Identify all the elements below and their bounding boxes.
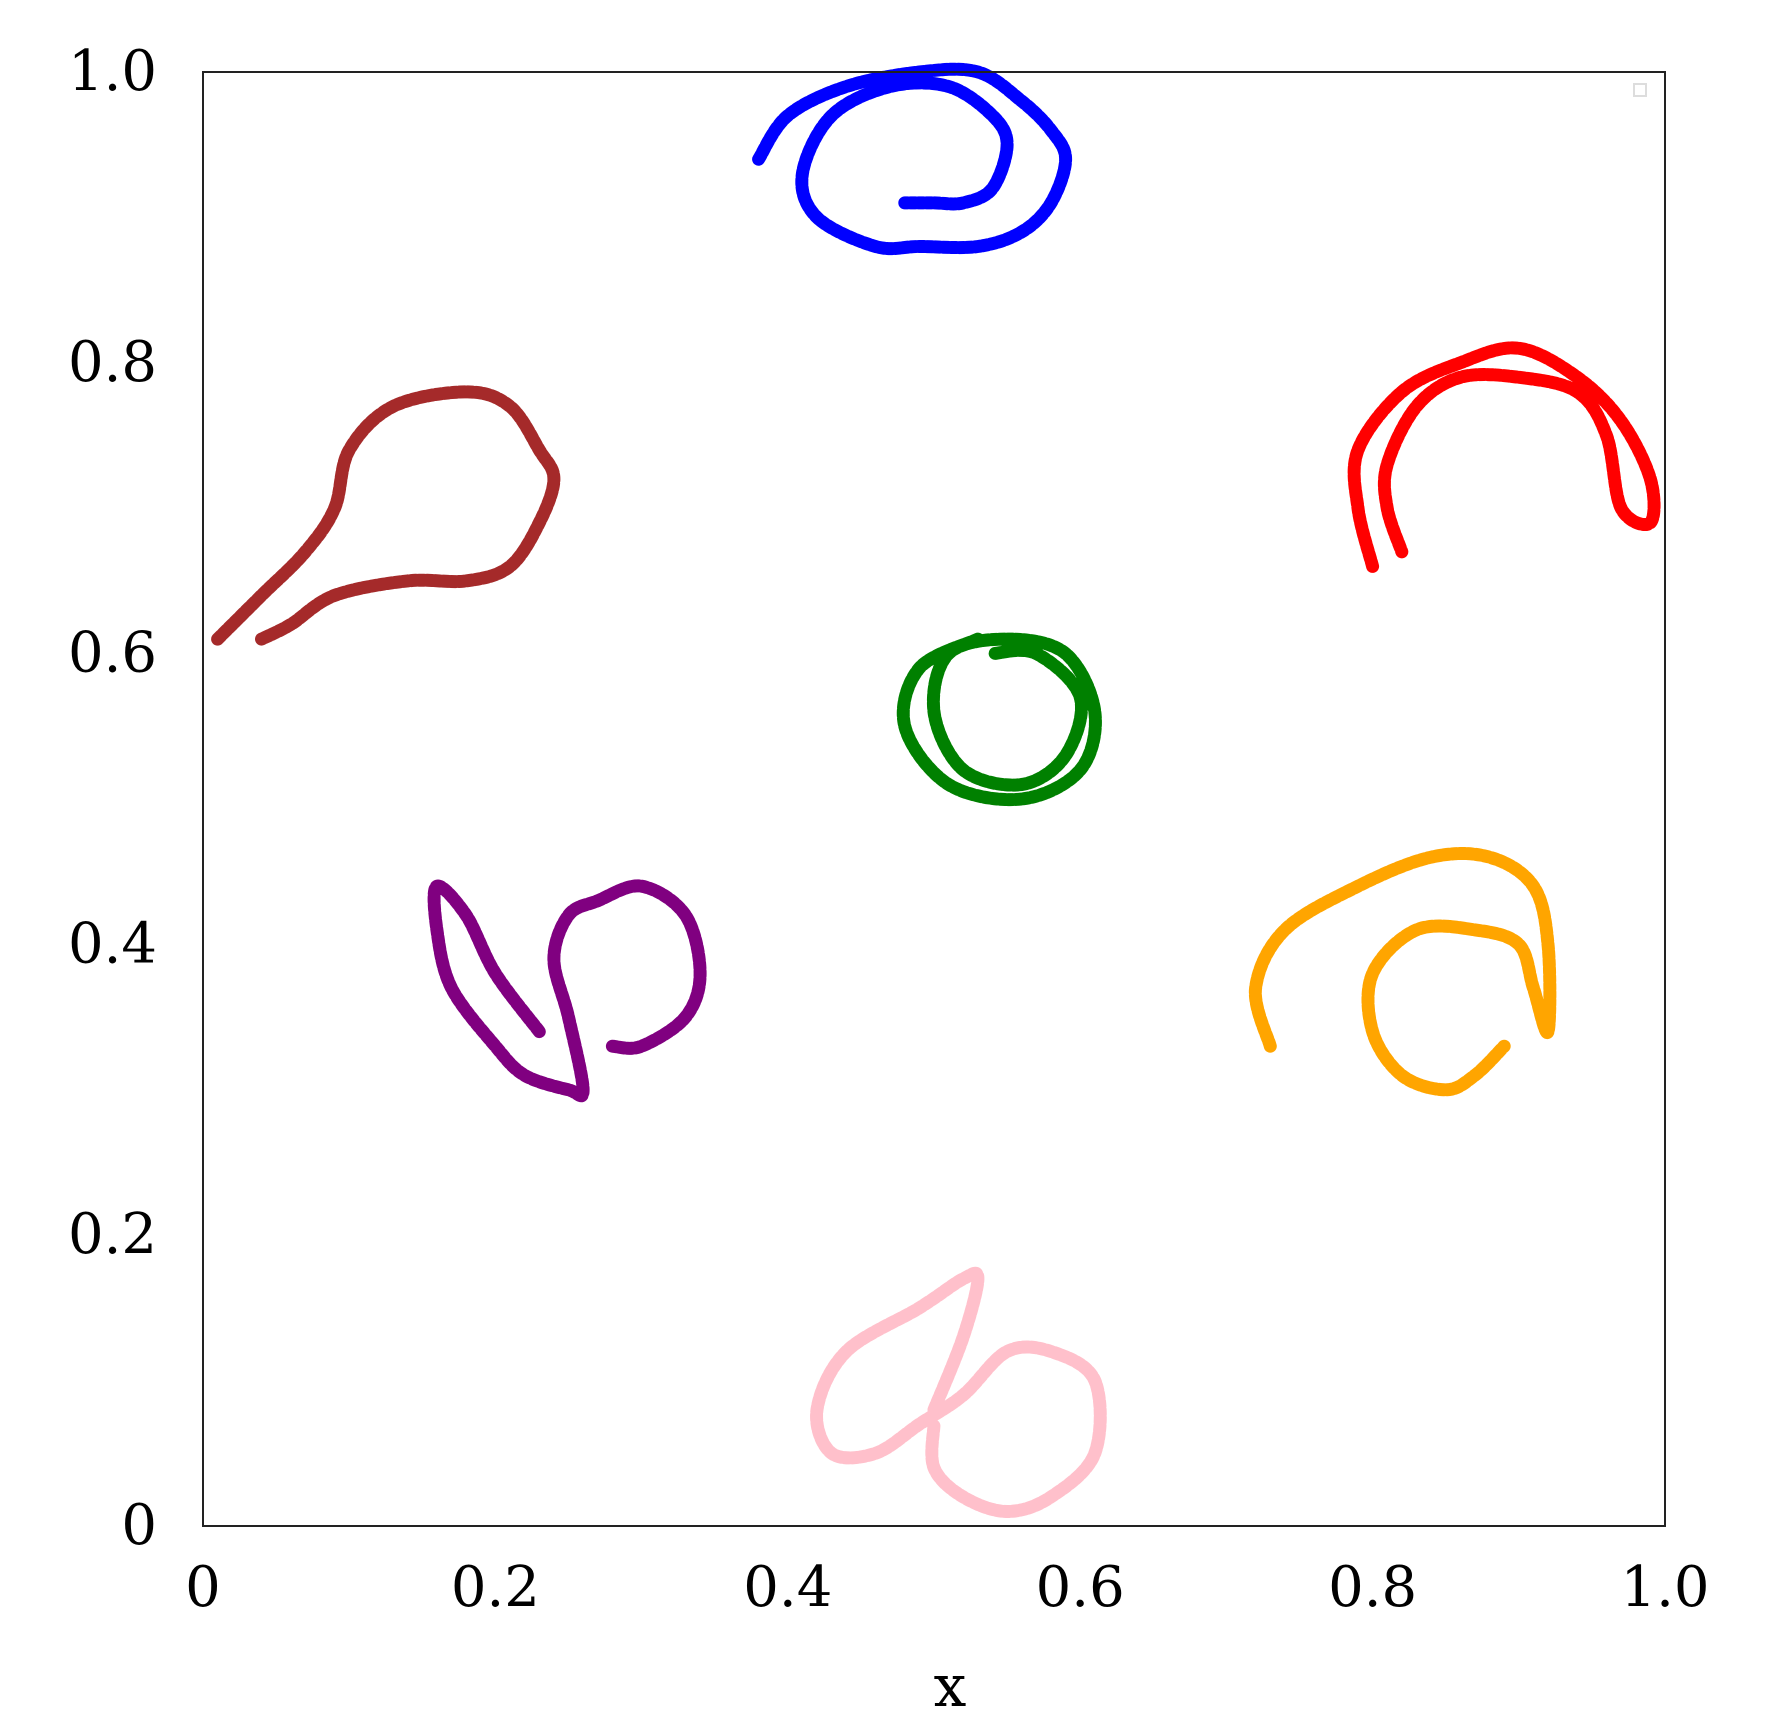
y-tick-label: 0.4	[68, 911, 157, 976]
x-tick-label: 1.0	[1620, 1555, 1709, 1620]
series-layer	[211, 62, 1661, 1518]
y-tick-label: 0.2	[68, 1202, 157, 1267]
x-tick-label: 0.2	[451, 1555, 540, 1620]
x-axis-label: x	[934, 1652, 967, 1720]
legend-marker	[1633, 83, 1647, 97]
y-tick-label: 0	[121, 1493, 157, 1558]
series-6-curve	[810, 1266, 1107, 1518]
x-tick-label: 0.6	[1036, 1555, 1125, 1620]
x-tick-label: 0	[185, 1555, 221, 1620]
y-tick-labels: 0 0.2 0.4 0.6 0.8 1.0	[68, 39, 157, 1558]
series-4-curve	[427, 879, 707, 1103]
y-tick-label: 0.8	[68, 330, 157, 395]
series-1-curve	[1347, 341, 1661, 573]
series-0-curve	[752, 62, 1073, 256]
series-3-curve	[896, 632, 1102, 807]
x-tick-label: 0.4	[743, 1555, 832, 1620]
plot-frame	[202, 71, 1666, 1527]
series-2-curve	[211, 385, 561, 646]
x-tick-label: 0.8	[1328, 1555, 1417, 1620]
series-5-curve	[1248, 847, 1557, 1097]
x-tick-labels: 0 0.2 0.4 0.6 0.8 1.0	[185, 1555, 1709, 1620]
y-tick-label: 1.0	[68, 39, 157, 104]
y-tick-label: 0.6	[68, 621, 157, 686]
